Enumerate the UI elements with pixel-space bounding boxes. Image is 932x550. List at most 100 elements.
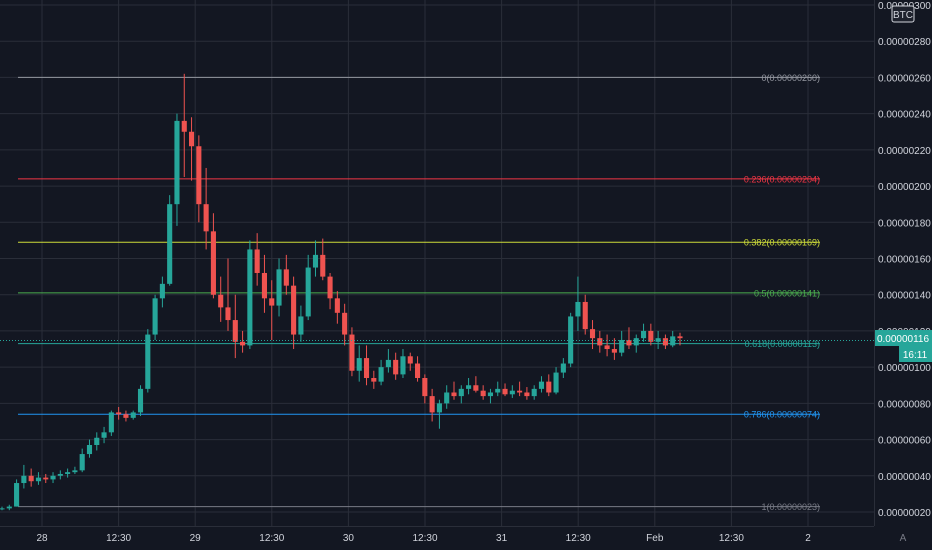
candle [35, 472, 42, 485]
candle-body [28, 475, 34, 482]
candle-body [524, 392, 530, 397]
candle-body [648, 330, 654, 342]
candle [655, 330, 661, 350]
candle [232, 294, 238, 359]
time-axis[interactable]: 28 12:30 29 12:30 30 12:30 31 12:30 Feb 12:30 2 [36, 533, 811, 544]
candle-body [429, 396, 435, 413]
currency-badge[interactable]: BTC [891, 5, 915, 23]
candle-body [385, 359, 391, 368]
candle-body [261, 272, 268, 299]
currency-badge-label: BTC [893, 10, 913, 21]
candle [305, 254, 311, 321]
candle-body [167, 204, 173, 284]
candle [0, 506, 5, 511]
fibonacci-retracement[interactable]: 0(0.00000260) 0.236(0.00000204) 0.382(0.00… [18, 73, 820, 512]
candle-body [517, 390, 523, 393]
candle-body [640, 330, 647, 339]
candle-body [320, 254, 326, 277]
time-tick-label: 29 [190, 533, 202, 544]
candle-body [152, 298, 158, 335]
candle [502, 383, 508, 397]
candle [582, 294, 588, 335]
time-tick-label: 12:30 [566, 533, 591, 544]
countdown-box [899, 346, 932, 362]
candle [487, 388, 494, 404]
candle [385, 349, 391, 373]
candle [400, 349, 406, 379]
candle-body [35, 477, 42, 482]
candle [517, 381, 523, 397]
price-tick-label: 0.00000240 [878, 110, 931, 121]
candle-body [72, 470, 78, 473]
candle-body [342, 312, 348, 335]
candle [145, 329, 151, 393]
price-tick-label: 0.00000280 [878, 37, 931, 48]
candle [298, 305, 304, 342]
candle [276, 258, 282, 317]
candle [458, 385, 464, 404]
candle [677, 332, 683, 346]
candle [261, 254, 268, 313]
candle [334, 291, 340, 324]
price-tick-label: 0.00000060 [878, 436, 931, 447]
price-tick-label: 0.00000180 [878, 218, 931, 229]
price-tick-label: 0.00000220 [878, 146, 931, 157]
candle-body [407, 356, 413, 364]
price-axis[interactable]: 0.000003000.000002800.000002600.00000240… [878, 1, 931, 519]
candle-body [145, 334, 151, 389]
candle [363, 345, 370, 386]
candle-body [50, 475, 56, 480]
time-tick-label: Feb [646, 533, 664, 544]
candle [225, 258, 231, 331]
candle-body [393, 359, 399, 375]
candlestick-series [0, 73, 683, 511]
candle [181, 73, 187, 178]
candle-body [188, 131, 195, 147]
time-tick-label: 12:30 [412, 533, 437, 544]
candle-body [43, 477, 49, 480]
candle [604, 334, 610, 357]
price-tick-label: 0.00000080 [878, 399, 931, 410]
candle [509, 385, 515, 398]
fib-level-label: 0.618(0.00000113) [745, 339, 820, 349]
candle-body [509, 390, 515, 395]
candle [633, 334, 639, 353]
candle [86, 439, 93, 458]
fib-level-label: 0.236(0.00000204) [744, 174, 820, 184]
time-tick-label: 2 [805, 533, 811, 544]
candle-body [619, 339, 625, 353]
candle-body [101, 432, 107, 438]
candle [349, 327, 355, 377]
candle-body [94, 437, 100, 446]
time-tick-label: 30 [343, 533, 355, 544]
candle [568, 312, 574, 368]
candle [159, 276, 165, 308]
candle [327, 272, 333, 310]
candle-body [225, 307, 231, 321]
time-tick-label: 31 [496, 533, 508, 544]
candle [203, 167, 209, 250]
candle [546, 374, 552, 397]
candle [342, 303, 348, 346]
price-tick-label: 0.00000040 [878, 472, 931, 483]
auto-scale-button[interactable]: A [900, 533, 907, 544]
candle-body [210, 231, 216, 295]
candle [196, 135, 202, 223]
candle-body [458, 388, 464, 397]
candle [94, 432, 100, 451]
bar-countdown: 16:11 [903, 350, 928, 361]
candle-body [240, 341, 246, 346]
candle-body [123, 414, 129, 418]
candle [130, 410, 136, 420]
candle [393, 352, 399, 380]
candle [451, 381, 457, 400]
candle [291, 276, 297, 350]
candle-body [298, 316, 304, 335]
candle [79, 448, 85, 473]
candle-body [291, 285, 297, 335]
fib-level-label: 0.5(0.00000141) [754, 288, 820, 298]
candle-body [568, 316, 574, 364]
candle [589, 320, 596, 350]
candle-body [589, 329, 596, 339]
